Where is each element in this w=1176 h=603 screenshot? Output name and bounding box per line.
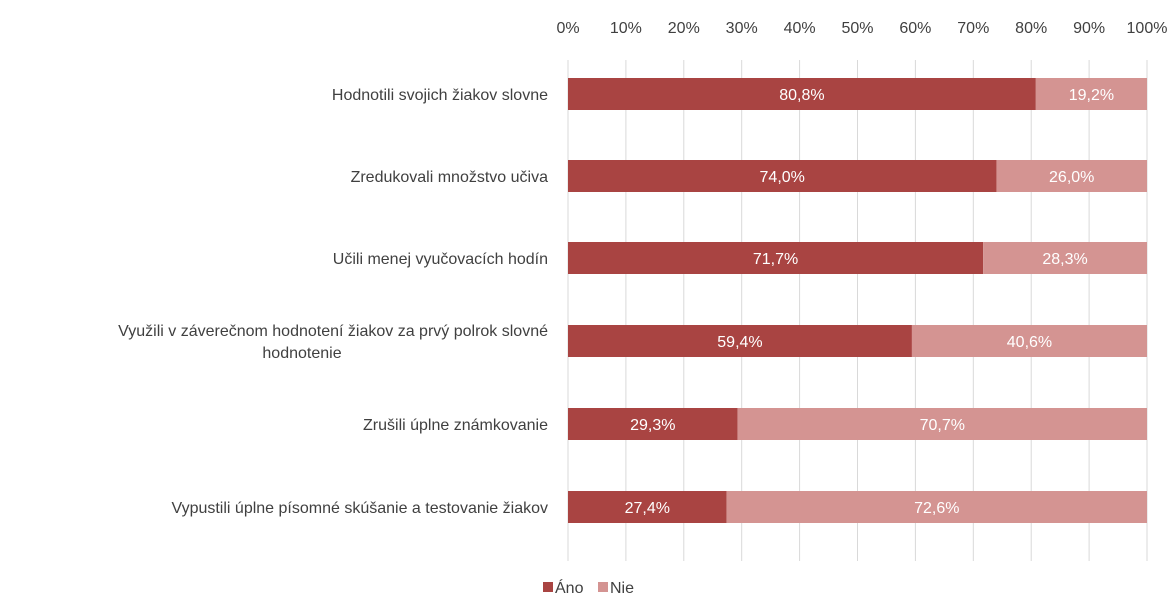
category-label: Vypustili úplne písomné skúšanie a testo… bbox=[171, 500, 548, 517]
x-tick-label: 50% bbox=[841, 20, 873, 37]
data-label: 80,8% bbox=[779, 87, 824, 104]
category-label: Využili v záverečnom hodnotení žiakov za… bbox=[118, 323, 548, 340]
legend-swatch bbox=[598, 582, 608, 592]
legend-swatch bbox=[543, 582, 553, 592]
bar-segment-ano bbox=[568, 78, 1036, 110]
x-tick-label: 20% bbox=[668, 20, 700, 37]
x-tick-label: 10% bbox=[610, 20, 642, 37]
data-label: 59,4% bbox=[717, 334, 762, 351]
legend-label: Áno bbox=[555, 578, 584, 597]
data-label: 26,0% bbox=[1049, 169, 1094, 186]
data-label: 28,3% bbox=[1042, 251, 1087, 268]
category-label: Zredukovali množstvo učiva bbox=[351, 169, 549, 186]
category-labels: Hodnotili svojich žiakov slovne Zredukova… bbox=[118, 87, 548, 517]
x-tick-label: 70% bbox=[957, 20, 989, 37]
data-label: 40,6% bbox=[1007, 334, 1052, 351]
bar-segment-ano bbox=[568, 325, 912, 357]
x-tick-label: 60% bbox=[899, 20, 931, 37]
x-tick-label: 30% bbox=[726, 20, 758, 37]
gridlines bbox=[567, 60, 1148, 561]
x-tick-label: 90% bbox=[1073, 20, 1105, 37]
bar-segment-nie bbox=[911, 325, 1147, 357]
bar-segment-nie bbox=[726, 491, 1147, 523]
data-label: 70,7% bbox=[920, 417, 965, 434]
bar-segment-nie bbox=[996, 160, 1147, 192]
bars: 80,8% 19,2% 74,0% 26,0% 71,7% 28,3% 59,4% 40,6%… bbox=[568, 78, 1147, 523]
data-label: 74,0% bbox=[760, 169, 805, 186]
category-label: Hodnotili svojich žiakov slovne bbox=[332, 87, 548, 104]
data-label: 71,7% bbox=[753, 251, 798, 268]
bar-segment-ano bbox=[568, 160, 997, 192]
data-label: 27,4% bbox=[625, 500, 670, 517]
bar-segment-nie bbox=[1035, 78, 1147, 110]
x-axis-ticks: 0% 10% 20% 30% 40% 50% 60% 70% 80% 90% 100% bbox=[556, 20, 1167, 37]
category-label: Zrušili úplne známkovanie bbox=[363, 417, 548, 434]
bar-segment-ano bbox=[568, 491, 727, 523]
data-label: 72,6% bbox=[914, 500, 959, 517]
data-label: 19,2% bbox=[1069, 87, 1114, 104]
bar-segment-nie bbox=[983, 242, 1147, 274]
data-label: 29,3% bbox=[630, 417, 675, 434]
x-tick-label: 100% bbox=[1127, 20, 1168, 37]
x-tick-label: 80% bbox=[1015, 20, 1047, 37]
category-label: Učili menej vyučovacích hodín bbox=[333, 251, 548, 268]
bar-segment-ano bbox=[568, 408, 738, 440]
x-tick-label: 40% bbox=[784, 20, 816, 37]
category-label: hodnotenie bbox=[262, 345, 341, 362]
x-tick-label: 0% bbox=[556, 20, 579, 37]
bar-segment-nie bbox=[737, 408, 1147, 440]
legend-label: Nie bbox=[610, 580, 634, 597]
bar-segment-ano bbox=[568, 242, 984, 274]
legend: Áno Nie bbox=[543, 578, 634, 597]
